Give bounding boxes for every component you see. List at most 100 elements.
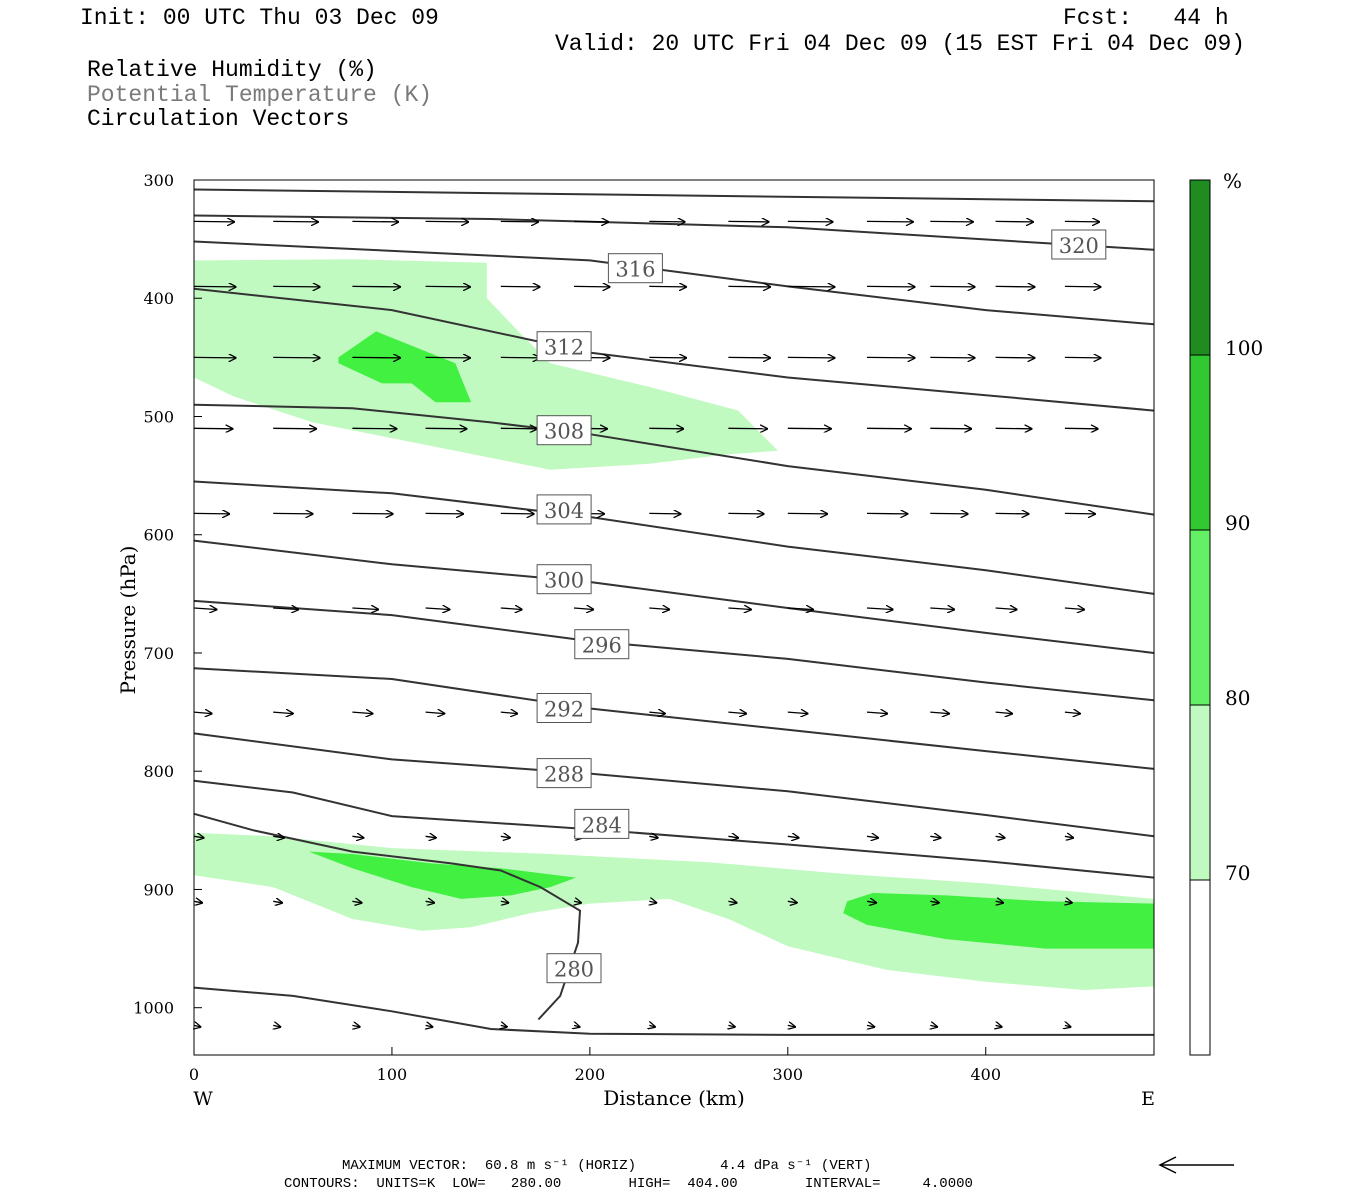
circulation-vector [787,286,835,287]
circulation-vector [866,608,893,610]
contour-label: 288 [544,763,584,787]
circulation-vector [866,357,915,358]
circulation-vector [1064,428,1098,429]
circulation-vector [501,1025,507,1027]
circulation-vector [193,712,212,714]
rh-region-4 [843,893,1154,949]
colorbar-level-label: 70 [1225,861,1250,885]
circulation-vector [193,901,202,903]
circulation-vector [1064,357,1101,358]
rh-region-3 [308,851,576,899]
colorbar-level-label: 80 [1225,686,1250,710]
circulation-vector [728,513,763,514]
circulation-vector [649,286,686,287]
circulation-vector [193,836,204,838]
circulation-vector [995,712,1012,714]
circulation-vector [194,1025,200,1027]
circulation-vector [649,608,669,610]
circulation-vector [1064,513,1095,514]
theta-contour-292 [193,667,1155,770]
circulation-vector [995,428,1032,429]
circulation-vector [787,712,808,714]
circulation-vector [193,608,216,610]
forecast-hour: Fcst: 44 h [1063,5,1229,31]
circulation-vector [501,901,509,903]
y-axis-label: Pressure (hPa) [116,546,140,695]
circulation-vector [930,286,974,287]
contour-label: 304 [544,499,584,523]
colorbar: 100 90 80 70 [1189,179,1263,1056]
circulation-vector [425,221,469,222]
contour-label: 292 [544,698,584,722]
colorbar-unit: % [1223,169,1242,193]
circulation-vector [995,221,1033,222]
circulation-vector [866,221,913,222]
circulation-vector [1065,1025,1071,1027]
circulation-vector [193,221,234,222]
circulation-vector [930,428,971,429]
circulation-vector [352,357,400,358]
circulation-vector [930,1025,937,1027]
circulation-vector [425,428,467,429]
contours-note: CONTOURS: UNITS=K LOW= 280.00 HIGH= 404.… [284,1176,973,1192]
circulation-vector [649,357,686,358]
circulation-vector [352,286,400,287]
circulation-vector [995,357,1035,358]
contour-label-box [536,758,592,789]
x-axis-label: Distance (km) [603,1086,745,1110]
circulation-vector [996,901,1004,903]
y-tick-label: 500 [143,407,174,426]
circulation-vector [500,608,522,610]
circulation-vector [273,712,293,714]
circulation-vector [1064,221,1099,222]
field-relative-humidity: Relative Humidity (%) [87,57,377,83]
circulation-vector [500,357,540,358]
contour-label: 296 [582,634,622,658]
circulation-vector [425,901,435,903]
circulation-vector [649,712,665,714]
circulation-vector [352,1025,359,1027]
theta-contour-316 [193,240,1155,326]
x-tick-label: 0 [189,1065,199,1084]
field-potential-temperature: Potential Temperature (K) [87,82,433,108]
circulation-vector [728,357,770,358]
colorbar-segment [1189,354,1211,531]
circulation-vector [995,836,1005,838]
circulation-vector [193,286,236,287]
circulation-vector [273,836,284,838]
theta-contour-288 [193,732,1155,838]
circulation-vector [273,608,298,610]
circulation-vector [573,608,593,610]
circulation-vector [352,901,361,903]
contour-label: 308 [544,420,584,444]
colorbar-segment [1189,529,1211,706]
y-tick-label: 800 [143,762,174,781]
circulation-vector [273,357,320,358]
circulation-vector [649,513,680,514]
circulation-vector [728,836,738,838]
circulation-vector [1064,286,1101,287]
circulation-vector [500,221,538,222]
maximum-vector-note: MAXIMUM VECTOR: 60.8 m s⁻¹ (HORIZ) 4.4 d… [342,1158,872,1174]
circulation-vector [273,513,312,514]
y-tick-label: 700 [143,644,174,663]
contour-label-box [536,564,592,595]
circulation-vector [500,836,510,838]
circulation-vector [787,357,835,358]
circulation-vector [930,836,940,838]
circulation-vector [193,357,236,358]
circulation-vector [787,901,797,903]
circulation-vector [574,1025,580,1027]
circulation-vector [930,513,967,514]
theta-contour-300 [193,539,1155,654]
contour-label-box [536,693,592,723]
circulation-vector [425,836,436,838]
circulation-vector [500,428,537,429]
circulation-vector [273,428,316,429]
contour-label-box [607,253,663,284]
circulation-vector [273,286,320,287]
colorbar-segment [1189,879,1211,1056]
circulation-vector [425,608,450,610]
circulation-vector [352,712,372,714]
colorbar-level-label: 90 [1225,511,1250,535]
